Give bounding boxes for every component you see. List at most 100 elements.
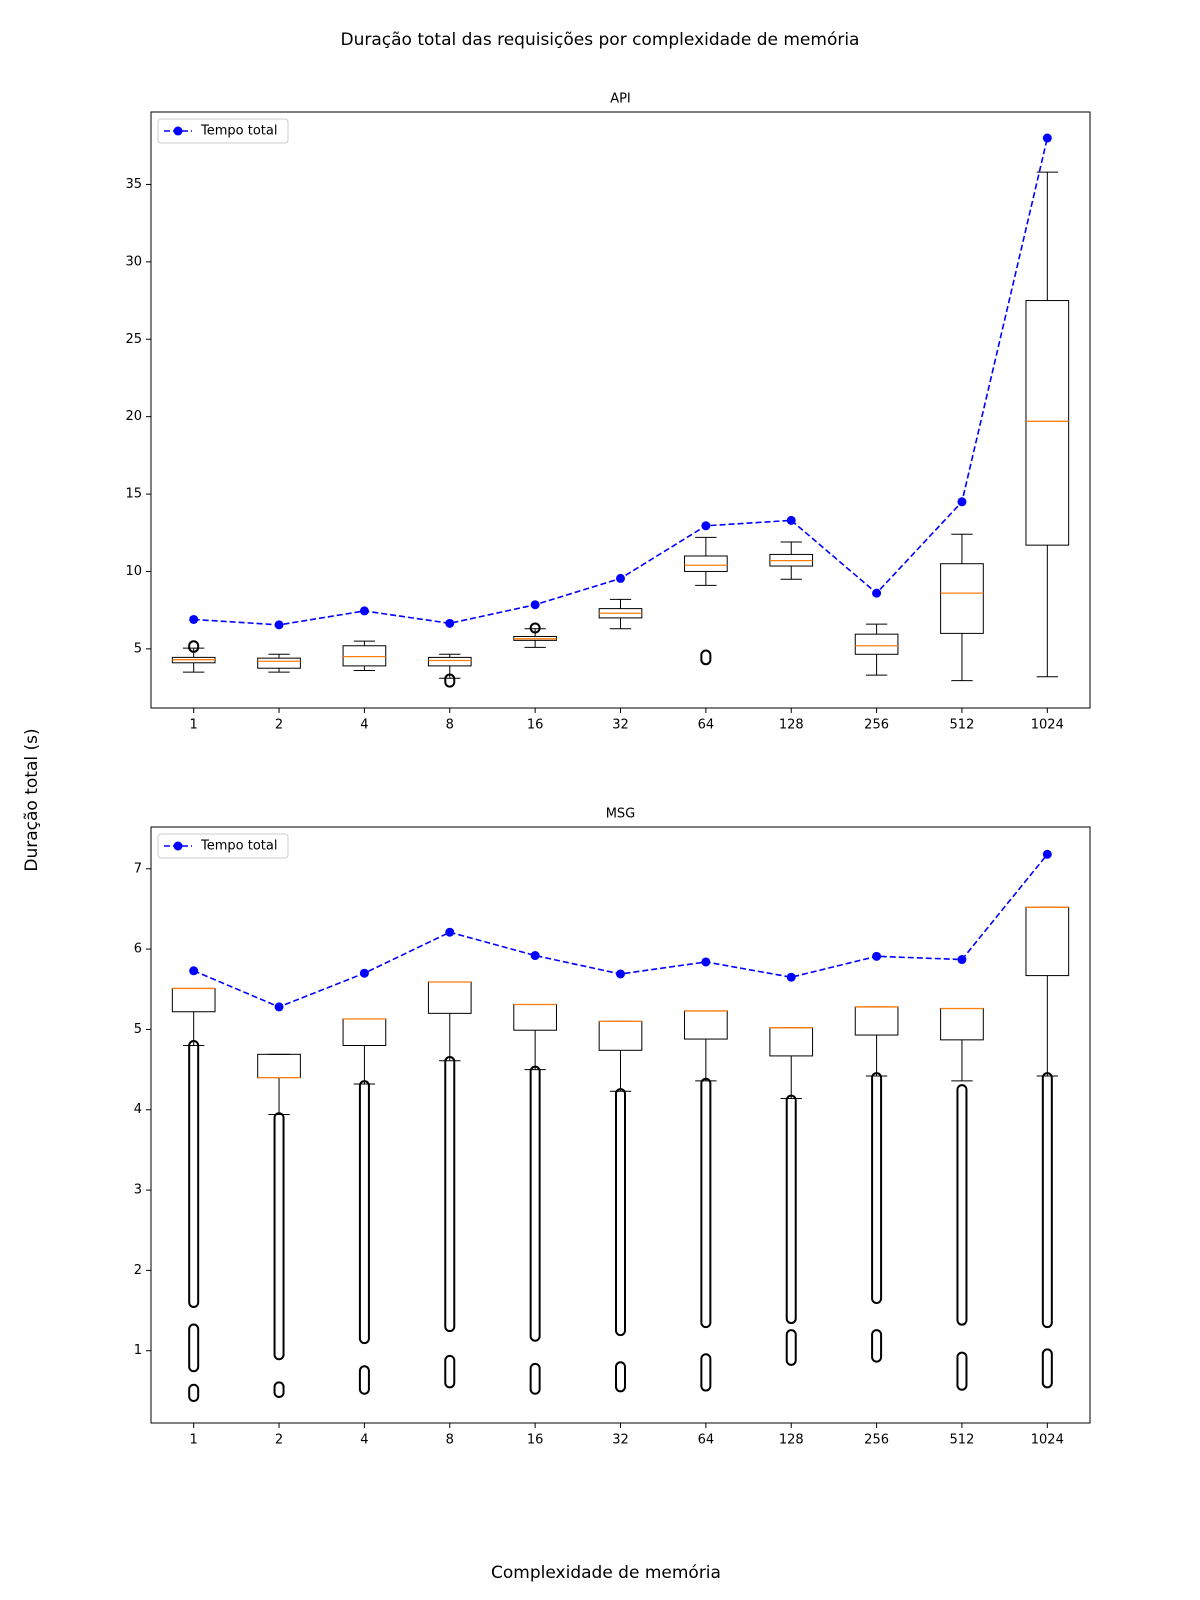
x-tick-label: 1024 xyxy=(1031,718,1064,733)
y-tick-label: 3 xyxy=(134,1183,142,1198)
flier-range xyxy=(444,1056,456,1333)
figure-title: Duração total das requisições por comple… xyxy=(341,30,860,50)
x-tick-label: 32 xyxy=(612,718,629,733)
flier-range xyxy=(1041,1348,1053,1389)
marker xyxy=(957,497,967,507)
flier-range xyxy=(273,1381,285,1398)
marker xyxy=(189,966,199,976)
marker xyxy=(530,600,540,610)
marker xyxy=(274,1002,284,1012)
x-tick-label: 1 xyxy=(190,718,198,733)
box xyxy=(342,1018,387,1046)
flier-range xyxy=(785,1329,797,1366)
y-tick-label: 35 xyxy=(125,177,142,192)
flier-range xyxy=(956,1351,968,1391)
box xyxy=(598,1020,643,1051)
y-tick-label: 30 xyxy=(125,254,142,269)
x-tick-label: 128 xyxy=(779,718,804,733)
flier-range xyxy=(871,1072,883,1304)
legend-marker xyxy=(173,126,183,136)
flier-range xyxy=(1041,1072,1053,1329)
line xyxy=(193,853,1048,1008)
marker xyxy=(786,972,796,982)
y-tick-label: 2 xyxy=(134,1263,142,1278)
x-tick-label: 256 xyxy=(864,1433,889,1448)
subplot-title: MSG xyxy=(606,807,636,822)
flier-range xyxy=(956,1084,968,1326)
box xyxy=(854,633,899,655)
x-axis-label: Complexidade de memória xyxy=(491,1563,721,1583)
marker xyxy=(189,614,199,624)
x-tick-label: 1 xyxy=(190,1433,198,1448)
y-tick-label: 4 xyxy=(134,1102,142,1117)
subplot-title: API xyxy=(610,92,631,107)
marker xyxy=(359,606,369,616)
box xyxy=(1025,300,1070,546)
plot-frame xyxy=(150,111,1091,709)
x-tick-label: 64 xyxy=(698,1433,715,1448)
y-tick-label: 5 xyxy=(134,641,142,656)
x-tick-label: 2 xyxy=(275,718,283,733)
marker xyxy=(616,573,625,583)
y-tick-label: 25 xyxy=(125,332,142,347)
legend-box xyxy=(157,833,289,859)
y-tick-label: 7 xyxy=(134,861,142,876)
flier-range xyxy=(529,622,541,634)
marker xyxy=(445,927,455,937)
x-tick-label: 1024 xyxy=(1031,1433,1064,1448)
x-tick-label: 512 xyxy=(950,1433,975,1448)
legend-marker xyxy=(173,841,183,851)
flier-range xyxy=(529,1362,541,1395)
marker xyxy=(872,588,882,598)
box xyxy=(684,555,728,572)
x-tick-label: 8 xyxy=(446,718,454,733)
y-tick-label: 10 xyxy=(125,564,142,579)
box xyxy=(940,1008,984,1041)
marker xyxy=(701,521,711,531)
x-tick-label: 32 xyxy=(612,1433,629,1448)
plot-frame xyxy=(150,826,1091,1424)
flier-range xyxy=(444,1354,456,1389)
box xyxy=(427,981,472,1014)
x-tick-label: 64 xyxy=(698,718,715,733)
marker xyxy=(445,618,455,628)
flier-range xyxy=(444,673,456,688)
marker xyxy=(530,951,540,961)
box xyxy=(513,1004,557,1031)
marker xyxy=(701,957,711,967)
legend-label: Tempo total xyxy=(200,124,277,139)
marker xyxy=(786,515,796,525)
box xyxy=(257,657,301,669)
x-tick-label: 16 xyxy=(527,1433,544,1448)
flier-range xyxy=(188,640,200,653)
marker xyxy=(359,968,369,978)
marker xyxy=(1042,849,1052,859)
flier-range xyxy=(188,1039,200,1309)
y-tick-label: 1 xyxy=(134,1343,142,1358)
box xyxy=(769,1027,814,1057)
box xyxy=(171,987,216,1013)
box xyxy=(1025,906,1070,977)
legend-box xyxy=(157,118,289,144)
flier-range xyxy=(785,1094,797,1325)
marker xyxy=(957,955,967,965)
marker xyxy=(274,620,284,630)
x-tick-label: 8 xyxy=(446,1433,454,1448)
flier-range xyxy=(700,1353,712,1392)
y-tick-label: 5 xyxy=(134,1022,142,1037)
marker xyxy=(872,951,882,961)
flier-range xyxy=(529,1065,541,1342)
line xyxy=(193,137,1049,626)
y-tick-label: 15 xyxy=(125,487,142,502)
flier-range xyxy=(358,1080,370,1345)
box xyxy=(427,656,472,667)
x-tick-label: 4 xyxy=(360,718,368,733)
box xyxy=(684,1010,728,1040)
box xyxy=(257,1053,301,1079)
x-tick-label: 16 xyxy=(527,718,544,733)
box xyxy=(940,563,984,634)
x-tick-label: 128 xyxy=(779,1433,804,1448)
x-tick-label: 256 xyxy=(864,718,889,733)
flier-range xyxy=(273,1112,285,1361)
